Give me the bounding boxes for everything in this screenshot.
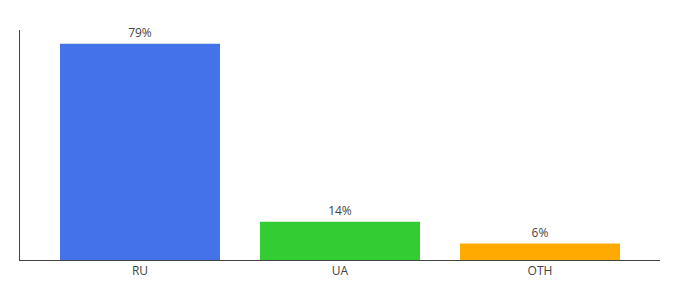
svg-text:79%: 79% [128,24,152,41]
svg-text:OTH: OTH [528,262,553,279]
svg-text:UA: UA [332,262,349,279]
svg-text:14%: 14% [328,202,352,219]
svg-text:6%: 6% [532,224,549,241]
svg-text:RU: RU [132,262,148,279]
